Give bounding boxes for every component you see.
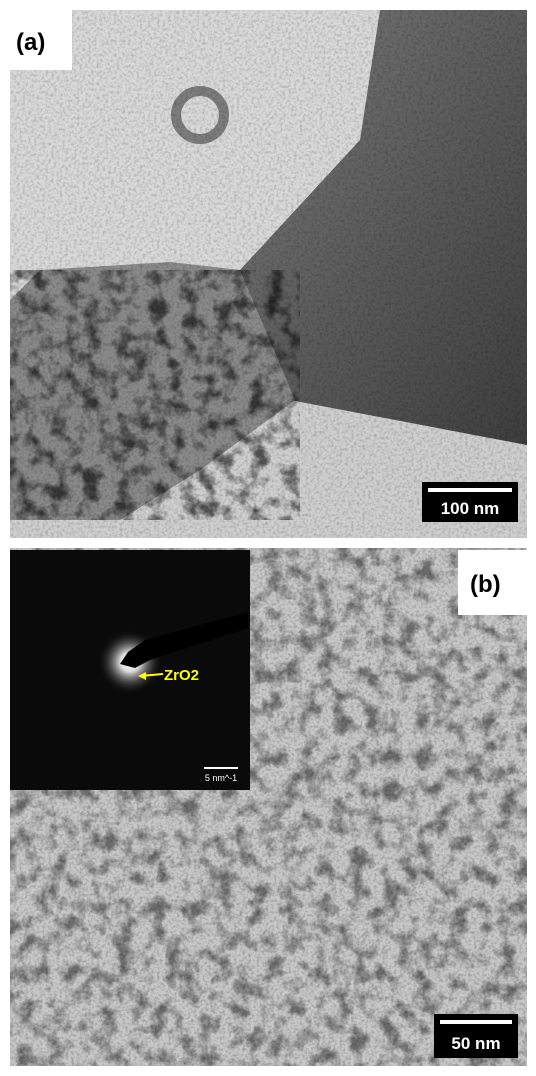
figure: (a) 100 nm ZrO2 5 nm^-1 (b) 50 nm: [0, 0, 536, 1076]
annotation: ZrO2: [164, 667, 199, 684]
scale-bar: [440, 1020, 512, 1024]
micrograph-a: [10, 10, 527, 538]
panel-label: (a): [16, 29, 45, 56]
inset-scale-label: 5 nm^-1: [205, 773, 237, 783]
scale-bar: [428, 488, 512, 492]
scale-bar-label: 100 nm: [441, 499, 500, 518]
scale-bar-label: 50 nm: [451, 1034, 500, 1053]
diffraction-inset: ZrO2 5 nm^-1: [10, 550, 250, 790]
panel-label: (b): [470, 571, 501, 598]
